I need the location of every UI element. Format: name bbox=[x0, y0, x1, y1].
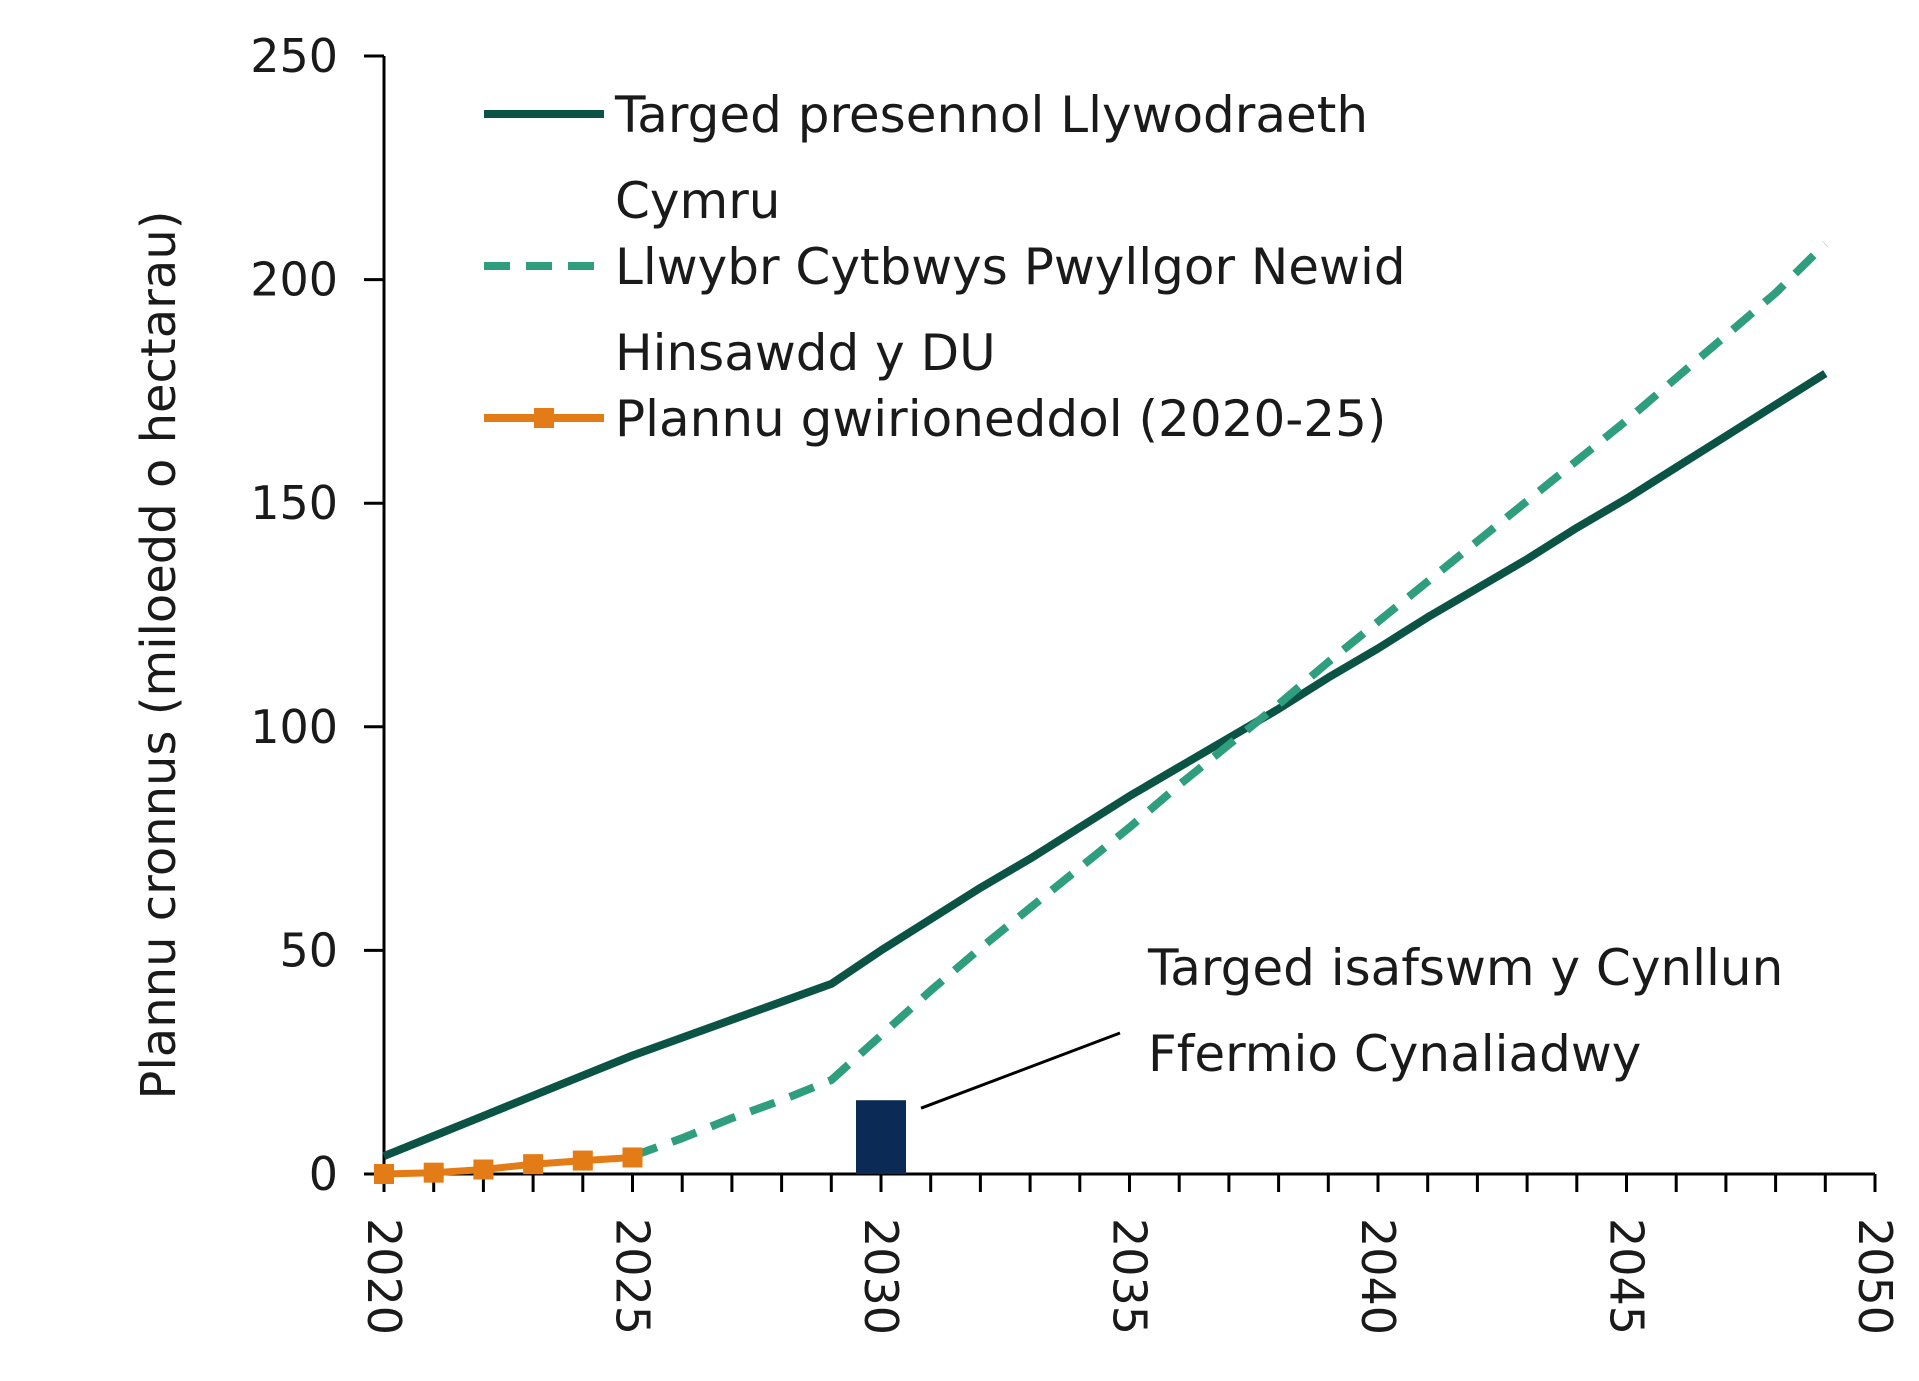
annotation-leader-line bbox=[920, 1031, 1121, 1110]
y-tick-label: 100 bbox=[250, 700, 338, 754]
welsh-government-target-line bbox=[382, 370, 1828, 1160]
legend-label: Llwybr Cytbwys Pwyllgor Newid bbox=[615, 238, 1406, 296]
ukccc-balanced-pathway-line bbox=[631, 240, 1829, 1160]
legend-label: Plannu gwirioneddol (2020-25) bbox=[615, 390, 1386, 448]
actual-planting-marker bbox=[374, 1164, 394, 1184]
actual-planting-marker bbox=[622, 1147, 643, 1168]
legend-label: Hinsawdd y DU bbox=[615, 324, 996, 382]
legend-label: Targed presennol Llywodraeth bbox=[614, 86, 1368, 144]
actual-planting-marker bbox=[572, 1150, 593, 1171]
actual-planting-line bbox=[383, 1154, 633, 1178]
x-tick-label: 2020 bbox=[357, 1218, 411, 1335]
target-bar bbox=[856, 1100, 906, 1174]
actual-planting-marker bbox=[423, 1162, 444, 1183]
legend-label: Cymru bbox=[615, 172, 780, 230]
y-tick-label: 150 bbox=[250, 476, 338, 530]
x-tick-label: 2030 bbox=[854, 1218, 908, 1335]
actual-planting-marker bbox=[523, 1154, 544, 1175]
x-tick-label: 2025 bbox=[606, 1218, 660, 1335]
x-tick-label: 2045 bbox=[1600, 1218, 1654, 1335]
x-tick-label: 2040 bbox=[1351, 1218, 1405, 1335]
x-tick-label: 2050 bbox=[1848, 1218, 1902, 1335]
y-tick-label: 50 bbox=[279, 923, 338, 977]
annotation-text: Targed isafswm y Cynllun bbox=[1147, 939, 1783, 997]
y-tick-label: 250 bbox=[250, 29, 338, 83]
y-axis-title: Plannu cronnus (miloedd o hectarau) bbox=[131, 211, 187, 1100]
y-tick-label: 200 bbox=[250, 253, 338, 307]
actual-planting-marker bbox=[473, 1159, 494, 1180]
legend-key-marker bbox=[534, 408, 554, 428]
y-tick-label: 0 bbox=[309, 1147, 338, 1201]
x-tick-label: 2035 bbox=[1103, 1218, 1157, 1335]
annotation-text: Ffermio Cynaliadwy bbox=[1148, 1025, 1641, 1083]
